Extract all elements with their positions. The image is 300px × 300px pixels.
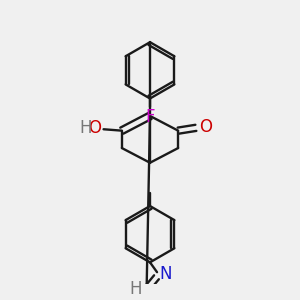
Text: H: H <box>130 280 142 298</box>
Text: O: O <box>199 118 212 136</box>
Text: F: F <box>145 108 155 126</box>
Text: N: N <box>159 265 172 283</box>
Text: O: O <box>88 119 101 137</box>
Text: H: H <box>79 119 92 137</box>
